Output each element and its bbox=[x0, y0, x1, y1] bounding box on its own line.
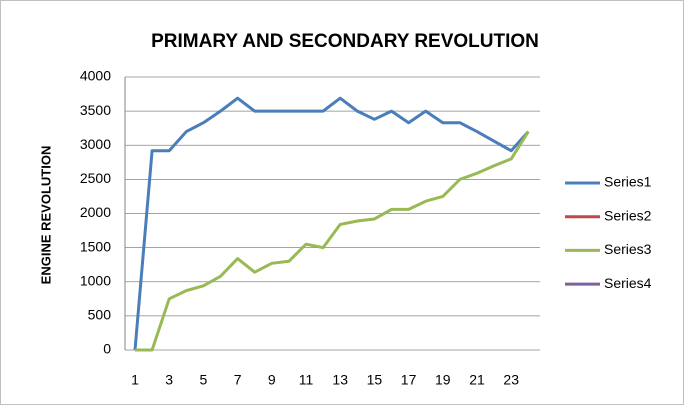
x-tick-label: 7 bbox=[234, 372, 242, 388]
y-tick-label: 4000 bbox=[80, 68, 111, 84]
legend-label: Series1 bbox=[604, 174, 652, 190]
legend-label: Series2 bbox=[604, 207, 652, 223]
x-tick-label: 9 bbox=[268, 372, 276, 388]
x-tick-label: 17 bbox=[401, 372, 417, 388]
legend-label: Series3 bbox=[604, 241, 652, 257]
x-tick-label: 3 bbox=[165, 372, 173, 388]
y-axis-label: ENGINE REVOLUTION bbox=[38, 146, 53, 285]
x-tick-label: 13 bbox=[332, 372, 348, 388]
legend-label: Series4 bbox=[604, 275, 652, 291]
x-tick-label: 15 bbox=[367, 372, 383, 388]
x-tick-label: 11 bbox=[299, 372, 314, 388]
y-tick-label: 2000 bbox=[80, 204, 111, 220]
x-tick-label: 19 bbox=[435, 372, 451, 388]
x-tick-label: 23 bbox=[503, 372, 519, 388]
y-tick-label: 3500 bbox=[80, 102, 111, 118]
x-tick-label: 21 bbox=[469, 372, 485, 388]
y-tick-label: 500 bbox=[88, 307, 112, 323]
y-tick-label: 1000 bbox=[80, 272, 111, 288]
x-tick-label: 5 bbox=[200, 372, 208, 388]
y-tick-label: 0 bbox=[103, 341, 111, 357]
y-tick-label: 2500 bbox=[80, 170, 111, 186]
y-tick-label: 1500 bbox=[80, 238, 111, 254]
y-tick-label: 3000 bbox=[80, 136, 111, 152]
chart-title: PRIMARY AND SECONDARY REVOLUTION bbox=[151, 31, 539, 52]
x-tick-label: 1 bbox=[131, 372, 139, 388]
series-line bbox=[133, 96, 530, 351]
series-line bbox=[135, 130, 530, 352]
